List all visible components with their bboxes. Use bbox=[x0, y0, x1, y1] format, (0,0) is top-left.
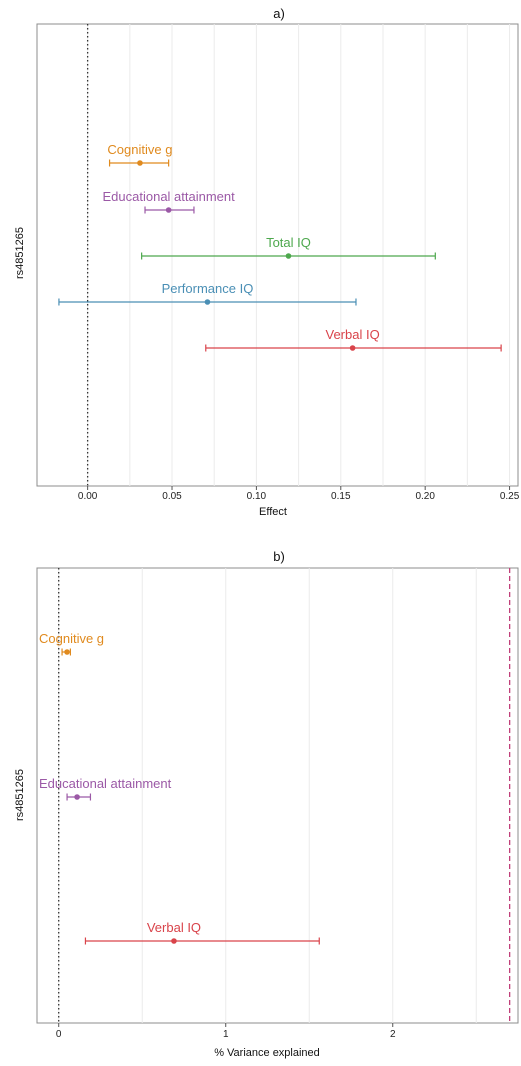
series-cognitive-g: Cognitive g bbox=[39, 631, 104, 656]
point-estimate bbox=[165, 207, 172, 213]
panel-a-x-ticks: 0.00 0.05 0.10 0.15 0.20 0.25 bbox=[78, 486, 520, 502]
panel-b: b) Cognitive g Educational attainment Verb… bbox=[14, 549, 519, 1059]
x-tick-label: 1 bbox=[223, 1029, 229, 1040]
panel-b-plot-border bbox=[36, 567, 519, 1024]
series-label: Verbal IQ bbox=[147, 920, 201, 935]
point-estimate bbox=[285, 253, 292, 259]
x-tick-label: 0.25 bbox=[500, 491, 520, 502]
x-tick-label: 0.00 bbox=[78, 491, 98, 502]
point-estimate bbox=[349, 345, 356, 351]
x-tick-label: 0.20 bbox=[415, 491, 435, 502]
series-educational-attainment: Educational attainment bbox=[103, 189, 236, 214]
point-estimate bbox=[171, 938, 177, 944]
panel-b-x-axis-label: % Variance explained bbox=[214, 1047, 320, 1059]
series-label: Educational attainment bbox=[39, 776, 172, 791]
x-tick-label: 2 bbox=[390, 1029, 396, 1040]
point-estimate bbox=[137, 160, 143, 166]
series-verbal-iq: Verbal IQ bbox=[84, 920, 320, 945]
point-estimate bbox=[74, 794, 80, 800]
series-performance-iq: Performance IQ bbox=[58, 281, 357, 306]
panel-a-plot-border bbox=[36, 23, 519, 487]
panel-a-x-axis-label: Effect bbox=[259, 506, 287, 518]
panel-a-title: a) bbox=[273, 6, 285, 21]
x-tick-label: 0.15 bbox=[331, 491, 351, 502]
series-label: Verbal IQ bbox=[326, 327, 380, 342]
panel-a-grid bbox=[87, 24, 511, 486]
series-label: Total IQ bbox=[266, 235, 311, 250]
point-estimate bbox=[64, 649, 70, 655]
panel-b-x-ticks: 0 1 2 bbox=[56, 1023, 396, 1040]
panel-b-marks: Cognitive g Educational attainment Verbal … bbox=[39, 631, 320, 945]
panel-b-title: b) bbox=[273, 549, 285, 564]
point-estimate bbox=[204, 299, 211, 305]
series-label: Cognitive g bbox=[39, 631, 104, 646]
panel-b-y-axis-label: rs4851265 bbox=[14, 769, 26, 821]
series-label: Cognitive g bbox=[107, 142, 172, 157]
x-tick-label: 0.05 bbox=[162, 491, 182, 502]
series-cognitive-g: Cognitive g bbox=[107, 142, 172, 167]
panel-b-reference-lines bbox=[58, 568, 511, 1023]
series-educational-attainment: Educational attainment bbox=[39, 776, 172, 801]
panel-a-y-axis-label: rs4851265 bbox=[14, 227, 26, 279]
series-label: Educational attainment bbox=[103, 189, 236, 204]
panel-b-grid bbox=[58, 568, 477, 1023]
series-label: Performance IQ bbox=[162, 281, 254, 296]
x-tick-label: 0 bbox=[56, 1029, 62, 1040]
panel-a: a) Cognitive g Educational attainment Tota… bbox=[14, 6, 520, 518]
series-verbal-iq: Verbal IQ bbox=[205, 327, 502, 352]
panel-a-marks: Cognitive g Educational attainment Total I… bbox=[58, 142, 502, 352]
x-tick-label: 0.10 bbox=[247, 491, 267, 502]
series-total-iq: Total IQ bbox=[141, 235, 436, 260]
